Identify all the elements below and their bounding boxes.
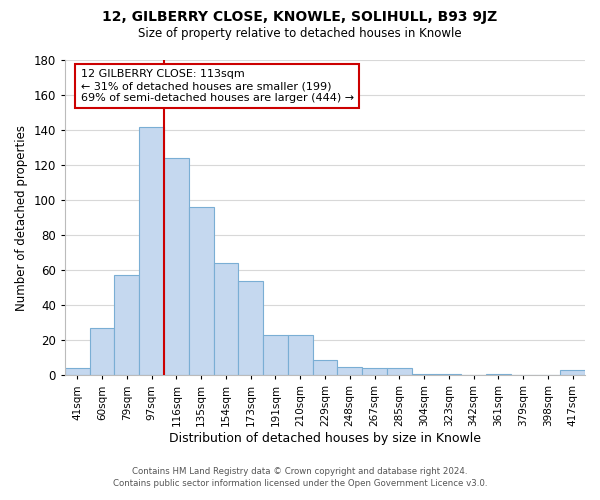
Text: 12 GILBERRY CLOSE: 113sqm
← 31% of detached houses are smaller (199)
69% of semi: 12 GILBERRY CLOSE: 113sqm ← 31% of detac… (80, 70, 353, 102)
Y-axis label: Number of detached properties: Number of detached properties (15, 124, 28, 310)
X-axis label: Distribution of detached houses by size in Knowle: Distribution of detached houses by size … (169, 432, 481, 445)
Bar (387, 368, 412, 376)
Bar (337, 366, 362, 376)
Text: Contains HM Land Registry data © Crown copyright and database right 2024.: Contains HM Land Registry data © Crown c… (132, 467, 468, 476)
Bar (263, 335, 288, 376)
Bar (560, 370, 585, 376)
Bar (313, 360, 337, 376)
Bar (362, 368, 387, 376)
Bar (486, 374, 511, 376)
Bar (189, 207, 214, 376)
Bar (214, 263, 238, 376)
Bar (238, 280, 263, 376)
Bar (65, 368, 90, 376)
Text: 12, GILBERRY CLOSE, KNOWLE, SOLIHULL, B93 9JZ: 12, GILBERRY CLOSE, KNOWLE, SOLIHULL, B9… (103, 10, 497, 24)
Text: Contains public sector information licensed under the Open Government Licence v3: Contains public sector information licen… (113, 478, 487, 488)
Bar (164, 158, 189, 376)
Bar (90, 328, 115, 376)
Bar (288, 335, 313, 376)
Bar (436, 374, 461, 376)
Bar (139, 126, 164, 376)
Text: Size of property relative to detached houses in Knowle: Size of property relative to detached ho… (138, 28, 462, 40)
Bar (115, 276, 139, 376)
Bar (412, 374, 436, 376)
